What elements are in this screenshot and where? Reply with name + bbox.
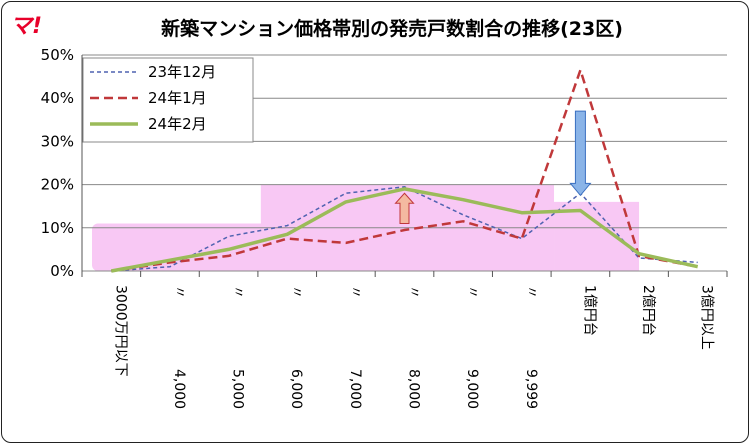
y-tick-label: 30% — [41, 132, 74, 150]
x-tick-label: 〃 — [523, 285, 539, 299]
x-tick-label: 〃 — [406, 285, 422, 299]
y-tick-label: 20% — [41, 176, 74, 194]
x-tick-label: 〃 — [171, 285, 187, 299]
x-tick-value-label: 8,000 — [406, 369, 422, 409]
annotation-arrows — [394, 110, 592, 224]
legend: 23年12月 24年1月 24年2月 — [82, 57, 254, 143]
x-tick-label: 〃 — [347, 285, 363, 299]
series-line-3 — [110, 187, 699, 273]
x-tick-label: 〃 — [230, 285, 246, 299]
y-tick-label: 40% — [41, 89, 74, 107]
x-tick-value-label: 6,000 — [288, 369, 304, 409]
legend-label-1: 23年12月 — [148, 63, 216, 81]
y-tick-label: 50% — [41, 46, 74, 64]
x-tick-value-label: 5,000 — [230, 369, 246, 409]
x-tick-label: 3億円以上 — [699, 285, 715, 350]
x-tick-label: 1億円台 — [581, 285, 597, 336]
x-tick-label: 2億円台 — [640, 285, 656, 336]
legend-label-2: 24年1月 — [148, 89, 207, 107]
series-line-1 — [111, 186, 698, 272]
x-tick-value-label: 4,000 — [171, 369, 187, 409]
y-tick-label: 0% — [50, 262, 74, 280]
series-line-2 — [111, 68, 698, 273]
x-tick-value-label: 9,000 — [464, 369, 480, 409]
y-axis-ticks: 0% 10% 20% 30% 40% 50% — [41, 46, 74, 280]
y-tick-label: 10% — [41, 219, 74, 237]
series-lines — [110, 68, 699, 273]
down-arrow-annotation — [569, 110, 592, 197]
logo-mark: マ! — [10, 14, 43, 39]
x-tick-value-label: 9,999 — [523, 369, 539, 409]
x-tick-label: 〃 — [464, 285, 480, 299]
x-axis-labels: 3000万円以下 〃 4,000 〃 5,000 〃 6,000 〃 7,000 〃 8,000 〃 9… — [112, 285, 714, 409]
x-tick-label: 〃 — [288, 285, 304, 299]
x-tick-value-label: 7,000 — [347, 369, 363, 409]
gridlines — [81, 54, 728, 277]
legend-label-3: 24年2月 — [148, 115, 207, 133]
up-arrow-annotation — [394, 192, 415, 224]
chart-title: 新築マンション価格帯別の発売戸数割合の推移(23区) — [161, 18, 623, 40]
x-tick-label: 3000万円以下 — [112, 285, 128, 377]
highlight-band-low — [92, 223, 288, 271]
